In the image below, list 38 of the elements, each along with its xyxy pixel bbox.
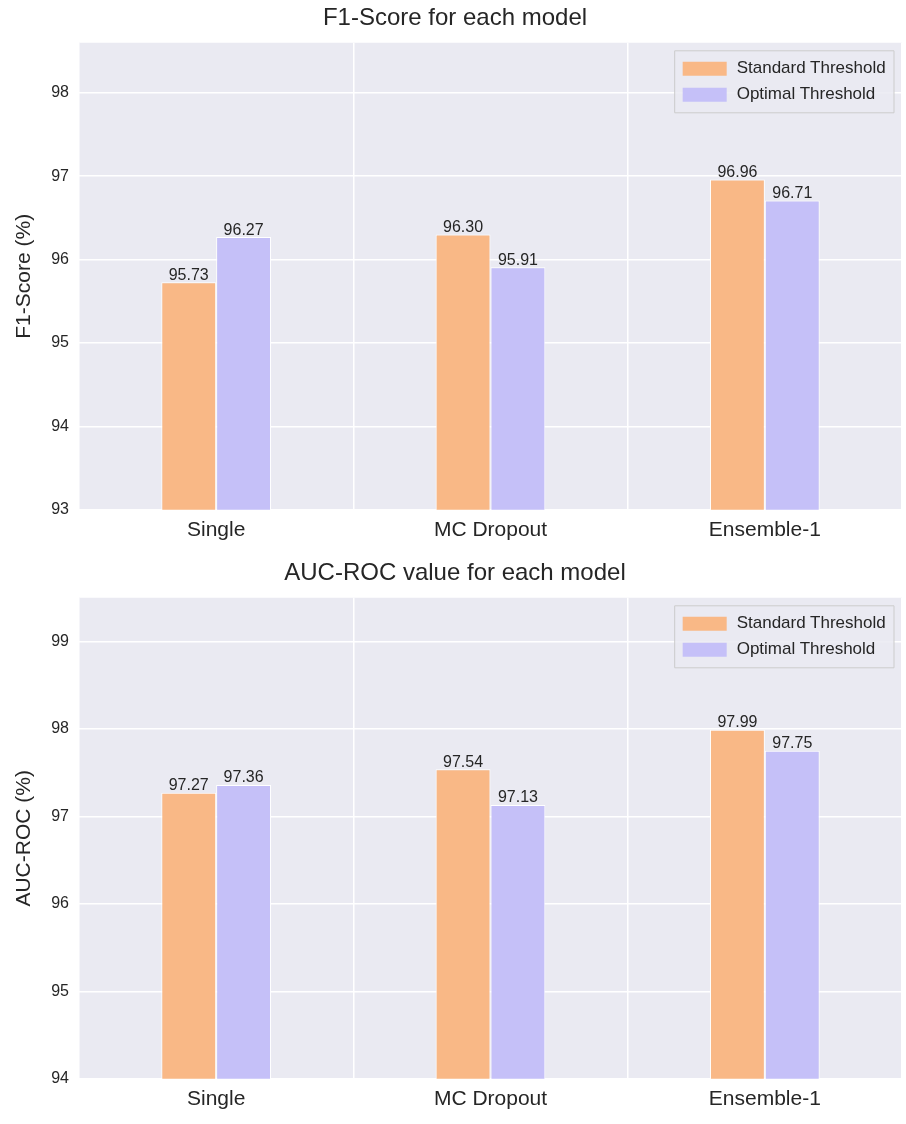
y-tick-label: 95 bbox=[51, 333, 70, 351]
chart-title: F1-Score for each model bbox=[322, 3, 588, 31]
data-label: 96.96 bbox=[717, 162, 758, 180]
data-label: 95.73 bbox=[168, 265, 209, 283]
x-tick-label: Single bbox=[186, 1086, 246, 1110]
data-label: 96.71 bbox=[772, 183, 813, 201]
y-tick-label: 98 bbox=[51, 719, 70, 737]
legend-label: Standard Threshold bbox=[736, 613, 886, 633]
y-tick-label: 96 bbox=[51, 894, 70, 912]
data-label: 96.30 bbox=[443, 218, 484, 236]
legend-label: Standard Threshold bbox=[736, 58, 886, 78]
y-tick-label: 93 bbox=[51, 500, 70, 518]
y-tick-label: 98 bbox=[51, 83, 70, 101]
data-label: 97.99 bbox=[717, 713, 758, 731]
y-tick-label: 99 bbox=[51, 631, 70, 649]
y-axis-title: F1-Score (%) bbox=[11, 213, 35, 339]
x-tick-label: Single bbox=[186, 517, 246, 541]
y-tick-label: 95 bbox=[51, 981, 70, 999]
y-tick-label: 96 bbox=[51, 250, 70, 268]
y-tick-label: 97 bbox=[51, 166, 70, 184]
data-label: 97.13 bbox=[497, 788, 539, 806]
data-label: 97.54 bbox=[443, 752, 484, 770]
chart-title: AUC-ROC value for each model bbox=[284, 558, 626, 586]
x-tick-label: MC Dropout bbox=[433, 1086, 548, 1110]
data-label: 95.91 bbox=[497, 250, 539, 268]
data-label: 96.27 bbox=[223, 220, 264, 238]
y-axis-title: AUC-ROC (%) bbox=[11, 770, 35, 907]
y-tick-label: 94 bbox=[51, 1069, 70, 1087]
legend-label: Optimal Threshold bbox=[736, 639, 876, 659]
y-tick-label: 97 bbox=[51, 806, 70, 824]
data-label: 97.36 bbox=[223, 768, 264, 786]
x-tick-label: Ensemble-1 bbox=[708, 1086, 821, 1110]
legend-label: Optimal Threshold bbox=[736, 84, 876, 104]
y-tick-label: 94 bbox=[51, 416, 70, 434]
data-label: 97.27 bbox=[168, 776, 209, 794]
x-tick-label: Ensemble-1 bbox=[708, 517, 821, 541]
x-tick-label: MC Dropout bbox=[433, 517, 548, 541]
data-label: 97.75 bbox=[772, 734, 813, 752]
